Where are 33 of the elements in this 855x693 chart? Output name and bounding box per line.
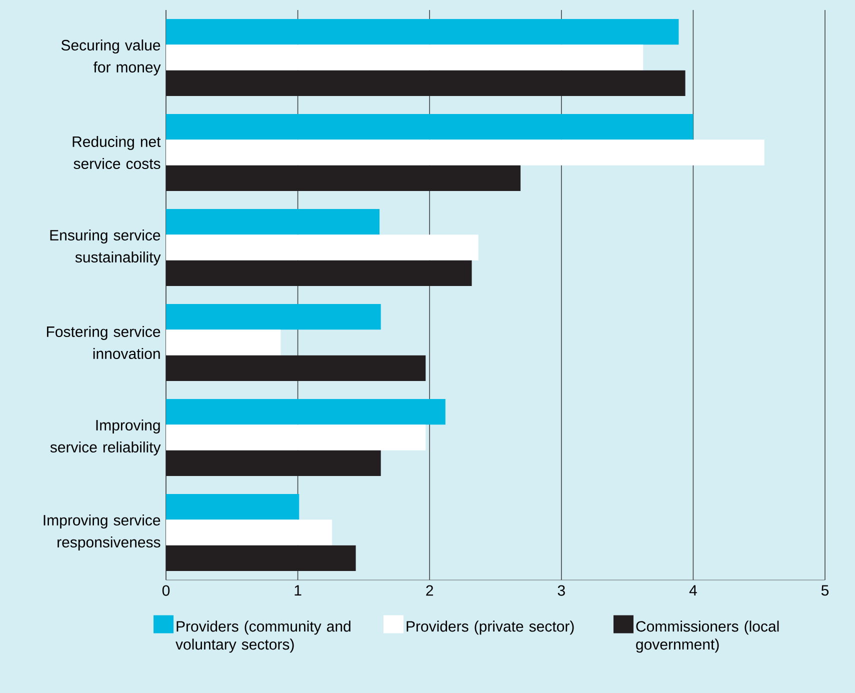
- y-tick-label: Securing value for money: [61, 40, 161, 76]
- x-tick-label: 2: [426, 585, 434, 596]
- bar: [166, 520, 332, 546]
- bar: [166, 450, 381, 476]
- bar: [166, 304, 381, 330]
- bar: [166, 260, 472, 286]
- bar: [166, 165, 521, 191]
- legend-label: Providers (community and voluntary sectors): [176, 620, 350, 653]
- legend-label: Commissioners (local government): [636, 620, 779, 653]
- bar: [166, 330, 281, 356]
- x-tick-label: 1: [294, 585, 302, 596]
- x-tick-label: 3: [558, 585, 565, 596]
- x-tick-label: 4: [689, 585, 697, 596]
- bar: [166, 209, 380, 235]
- bar: [166, 70, 686, 96]
- y-tick-label: Fostering service innovation: [46, 326, 160, 359]
- bar: [166, 355, 426, 381]
- bar: [166, 234, 478, 260]
- legend-label: Providers (private sector): [406, 620, 574, 635]
- bar: [166, 114, 694, 140]
- bar: [166, 545, 356, 571]
- bar: [166, 19, 679, 45]
- x-tick-label: 0: [162, 585, 170, 596]
- x-tick-label: 5: [821, 585, 829, 596]
- y-tick-label: Improving service responsiveness: [44, 514, 160, 550]
- bar: [166, 44, 644, 70]
- y-tick-label: Improving service reliability: [50, 420, 161, 456]
- bar: [166, 140, 764, 166]
- bar: [166, 494, 300, 520]
- y-tick-label: Ensuring service sustainability: [50, 230, 161, 266]
- bar: [166, 424, 426, 450]
- y-tick-label: Reducing net service costs: [72, 136, 161, 169]
- bar: [166, 399, 446, 425]
